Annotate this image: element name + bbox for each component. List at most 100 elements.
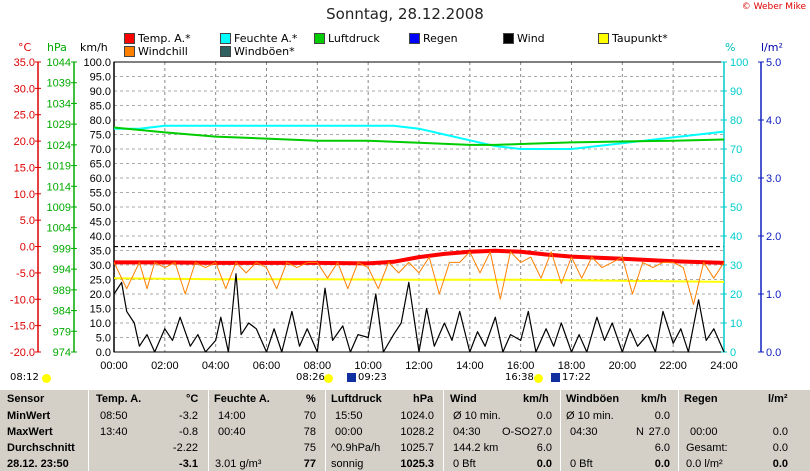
rain-max: 0.0	[772, 426, 788, 438]
legend-label: Windböen*	[234, 45, 295, 58]
temp-max: -0.8	[179, 426, 198, 438]
x-tick-label: 00:00	[100, 360, 128, 372]
axis-tick-label: 15.0	[90, 304, 111, 316]
axis-tick-label: 0.0	[20, 242, 35, 254]
chart-series	[113, 124, 725, 353]
chart-ticks: 35.0 30.0 25.0 20.0 15.0 10.0 5.0 0.0 -5.0 -10.0 -…	[10, 57, 781, 372]
rain-unit-label: l/m²	[761, 41, 783, 54]
gust-now: 0.0	[654, 458, 670, 470]
axis-tick-label: 60	[730, 173, 742, 185]
axis-tick-label: 70.0	[90, 144, 111, 156]
rain-total: 0.0	[772, 442, 788, 454]
series-line-taupunkt	[113, 277, 725, 283]
wind-max-dir: O-SO	[502, 426, 531, 438]
axis-tick-label: 35.0	[90, 246, 111, 258]
axis-tick-label: 35.0	[14, 57, 35, 69]
axis-tick-label: 994	[53, 264, 71, 276]
legend-label: Wind	[517, 32, 545, 45]
legend-swatch	[503, 33, 514, 44]
axis-tick-label: 4.0	[766, 115, 781, 127]
stats-table: Sensor MinWert MaxWert Durchschnitt 28.1…	[0, 390, 810, 471]
axis-tick-label: 20.0	[14, 136, 35, 148]
sunset-time: 16:38	[505, 372, 534, 383]
gust-max-dir: N	[636, 426, 644, 438]
stats-header-rain-unit: l/m²	[768, 393, 788, 405]
axis-tick-label: 50	[730, 202, 742, 214]
axis-tick-label: 80	[730, 115, 742, 127]
axis-tick-label: 25.0	[14, 110, 35, 122]
axis-tick-label: 65.0	[90, 159, 111, 171]
legend-swatch	[409, 33, 420, 44]
x-tick-label: 04:00	[202, 360, 230, 372]
moonrise-time: 09:23	[358, 372, 387, 383]
axis-tick-label: 10	[730, 318, 742, 330]
stats-header-humidity-unit: %	[306, 393, 316, 405]
axis-tick-label: 0.0	[766, 347, 781, 359]
temp-min-time: 08:50	[100, 410, 128, 422]
axis-tick-label: -20.0	[10, 347, 35, 359]
axis-tick-label: -15.0	[10, 321, 35, 333]
x-tick-label: 14:00	[456, 360, 484, 372]
axis-tick-label: 100	[730, 57, 748, 69]
legend-swatch	[220, 33, 231, 44]
gust-bft: 0 Bft	[570, 458, 593, 470]
sun-icon-2	[324, 374, 333, 383]
axis-tick-label: 95.0	[90, 72, 111, 84]
temp-now: -3.1	[179, 458, 198, 470]
axis-tick-label: 90.0	[90, 86, 111, 98]
stats-header-gust: Windböen	[566, 393, 620, 405]
axis-tick-label: 0.0	[96, 347, 111, 359]
sunrise-time: 08:12	[10, 372, 39, 383]
legend-label: Windchill	[138, 45, 188, 58]
pressure-unit-label: hPa	[47, 41, 67, 54]
copyright: © Weber Mike	[741, 2, 806, 12]
x-tick-label: 24:00	[710, 360, 738, 372]
legend-label: Temp. A.*	[138, 32, 191, 45]
x-tick-label: 10:00	[354, 360, 382, 372]
series-line-windchill	[113, 251, 725, 305]
axis-tick-label: 979	[53, 326, 71, 338]
stats-header-pressure-unit: hPa	[413, 393, 434, 405]
axis-tick-label: 974	[53, 347, 71, 359]
rain-total-label: Gesamt:	[686, 442, 728, 454]
axis-tick-label: 10.0	[90, 318, 111, 330]
axis-tick-label: 30	[730, 260, 742, 272]
axis-tick-label: 75.0	[90, 130, 111, 142]
axis-tick-label: 30.0	[90, 260, 111, 272]
weather-chart: 35.0 30.0 25.0 20.0 15.0 10.0 5.0 0.0 -5.0 -10.0 -…	[10, 57, 781, 372]
axis-tick-label: 984	[53, 306, 71, 318]
wind-max: 27.0	[530, 426, 552, 438]
legend-swatch	[124, 46, 135, 57]
axis-tick-label: 1039	[47, 78, 71, 90]
wind-avg-label: Ø 10 min.	[453, 410, 501, 422]
x-tick-label: 22:00	[659, 360, 687, 372]
axis-tick-label: 1.0	[766, 289, 781, 301]
x-tick-label: 02:00	[151, 360, 179, 372]
rain-max-time: 00:00	[690, 426, 718, 438]
press-max: 1028.2	[400, 426, 434, 438]
legend-label: Luftdruck	[328, 32, 380, 45]
axis-tick-label: 15.0	[14, 162, 35, 174]
legend-item: Taupunkt*	[598, 32, 668, 45]
stats-label-max: MaxWert	[7, 426, 53, 438]
wind-bft: 0 Bft	[453, 458, 476, 470]
axis-tick-label: 45.0	[90, 217, 111, 229]
x-tick-label: 08:00	[304, 360, 332, 372]
legend-label: Regen	[423, 32, 458, 45]
humidity-unit-label: %	[725, 41, 736, 54]
axis-tick-label: -5.0	[16, 268, 35, 280]
axis-tick-label: 50.0	[90, 202, 111, 214]
series-line-luftdruck	[113, 126, 725, 146]
temp-avg: -2.22	[172, 442, 198, 454]
gust-day-avg: 6.0	[654, 442, 670, 454]
legend-item: Windböen*	[220, 45, 295, 58]
stats-label-avg: Durchschnitt	[7, 442, 75, 454]
moonrise-icon	[347, 373, 356, 382]
wind-avg: 0.0	[536, 410, 552, 422]
axis-tick-label: 90	[730, 86, 742, 98]
axis-tick-label: 1019	[47, 161, 71, 173]
legend-label: Taupunkt*	[612, 32, 668, 45]
legend-swatch	[220, 46, 231, 57]
axis-tick-label: 5.0	[96, 333, 111, 345]
gust-max-time: 04:30	[570, 426, 598, 438]
